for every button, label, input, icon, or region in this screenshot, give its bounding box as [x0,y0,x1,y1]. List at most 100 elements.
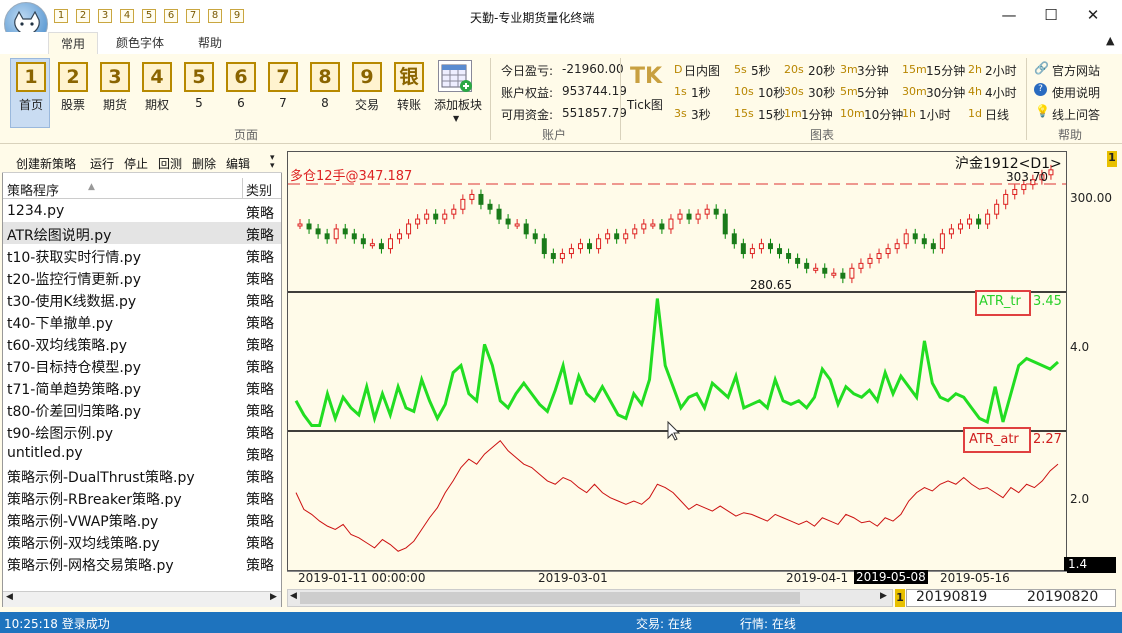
range-end[interactable]: 20190820 [1027,589,1099,605]
timeframe-3m-button[interactable]: 3分钟 [857,64,889,78]
timeframe-2h-button[interactable]: 2小时 [985,64,1017,78]
page-button-9-icon[interactable]: 9 [352,62,382,92]
chart-scroll-thumb[interactable] [300,592,800,604]
page-number-9[interactable]: 9 [230,9,244,23]
timeframe-30s-button[interactable]: 30秒 [808,86,836,100]
chart-area[interactable] [287,151,1067,571]
page-button-6-icon[interactable]: 6 [226,62,256,92]
run-button[interactable]: 运行 [90,157,115,171]
page-button-8-icon[interactable]: 8 [310,62,340,92]
timeframe-10s-code[interactable]: 10s [734,85,754,98]
page-button-7-label[interactable]: 7 [279,96,287,110]
add-board-icon[interactable] [438,60,472,92]
timeframe-30s-code[interactable]: 30s [784,85,804,98]
timeframe-D-button[interactable]: 日内图 [684,64,721,78]
add-board-dropdown-icon[interactable]: ▼ [453,114,460,123]
page-button-9-label[interactable]: 交易 [354,98,379,112]
timeframe-15m-code[interactable]: 15m [902,63,927,76]
strategy-row[interactable]: t10-获取实时行情.py 策略 [3,244,281,266]
timeframe-4h-code[interactable]: 4h [968,85,982,98]
strategy-row[interactable]: t80-价差回归策略.py 策略 [3,398,281,420]
page-number-8[interactable]: 8 [208,9,222,23]
timeframe-5s-button[interactable]: 5秒 [751,64,771,78]
timeframe-15s-code[interactable]: 15s [734,107,754,120]
timeframe-1h-code[interactable]: 1h [902,107,916,120]
scroll-right-icon[interactable]: ▶ [270,592,277,602]
page-number-4[interactable]: 4 [120,9,134,23]
range-start[interactable]: 20190819 [916,589,988,605]
strategy-row[interactable]: untitled.py 策略 [3,442,281,464]
range-box[interactable] [906,589,1116,607]
timeframe-1s-code[interactable]: 1s [674,85,687,98]
range-badge[interactable]: 1 [895,589,905,607]
page-number-1[interactable]: 1 [54,9,68,23]
timeframe-5s-code[interactable]: 5s [734,63,747,76]
page-button-6-label[interactable]: 6 [237,96,245,110]
strategy-row[interactable]: 策略示例-网格交易策略.py 策略 [3,552,281,574]
timeframe-10m-code[interactable]: 10m [840,107,865,120]
strategy-row[interactable]: 策略示例-DualThrust策略.py 策略 [3,464,281,486]
online-qa-link[interactable]: 线上问答 [1052,108,1101,122]
timeframe-3s-code[interactable]: 3s [674,107,687,120]
tick-chart-icon[interactable]: TK [630,64,663,89]
tick-chart-label[interactable]: Tick图 [627,98,663,112]
page-button-2-label[interactable]: 股票 [60,98,85,112]
chart-scroll-right-icon[interactable]: ▶ [880,591,887,601]
delete-button[interactable]: 删除 [192,157,217,171]
timeframe-30m-button[interactable]: 30分钟 [926,86,966,100]
page-button-3-icon[interactable]: 3 [100,62,130,92]
page-button-10-icon[interactable]: 银 [394,62,424,92]
page-button-7-icon[interactable]: 7 [268,62,298,92]
page-button-5-label[interactable]: 5 [195,96,203,110]
timeframe-5m-button[interactable]: 5分钟 [857,86,889,100]
page-button-4-label[interactable]: 期权 [144,98,169,112]
page-number-7[interactable]: 7 [186,9,200,23]
timeframe-3s-button[interactable]: 3秒 [691,108,711,122]
maximize-button[interactable]: ☐ [1044,6,1058,24]
strategy-row[interactable]: t40-下单撤单.py 策略 [3,310,281,332]
collapse-ribbon-icon[interactable]: ▲ [1106,34,1115,47]
timeframe-1d-code[interactable]: 1d [968,107,982,120]
strategy-row[interactable]: 1234.py 策略 [3,200,281,222]
create-strategy-button[interactable]: 创建新策略 [16,157,77,171]
page-button-3-label[interactable]: 期货 [102,98,127,112]
toolbar-overflow-icon[interactable]: ▾ ▾ [270,153,275,171]
page-number-2[interactable]: 2 [76,9,90,23]
timeframe-1d-button[interactable]: 日线 [985,108,1010,122]
timeframe-20s-button[interactable]: 20秒 [808,64,836,78]
strategy-row[interactable]: t90-绘图示例.py 策略 [3,420,281,442]
page-button-2-icon[interactable]: 2 [58,62,88,92]
timeframe-15m-button[interactable]: 15分钟 [926,64,966,78]
page-button-5-icon[interactable]: 5 [184,62,214,92]
timeframe-D-code[interactable]: D [674,63,683,76]
strategy-row[interactable]: 策略示例-RBreaker策略.py 策略 [3,486,281,508]
strategy-row[interactable]: ATR绘图说明.py 策略 [3,222,281,244]
tab-help[interactable]: 帮助 [198,36,223,50]
page-button-8-label[interactable]: 8 [321,96,329,110]
timeframe-1h-button[interactable]: 1小时 [919,108,951,122]
page-button-1-label[interactable]: 首页 [18,98,43,112]
timeframe-20s-code[interactable]: 20s [784,63,804,76]
page-number-6[interactable]: 6 [164,9,178,23]
strategy-row[interactable]: t60-双均线策略.py 策略 [3,332,281,354]
strategy-row[interactable]: 策略示例-VWAP策略.py 策略 [3,508,281,530]
strategy-row[interactable]: t20-监控行情更新.py 策略 [3,266,281,288]
corner-badge[interactable]: 1 [1107,151,1117,167]
timeframe-2h-code[interactable]: 2h [968,63,982,76]
tab-common[interactable]: 常用 [48,32,99,54]
backtest-button[interactable]: 回测 [158,157,183,171]
timeframe-5m-code[interactable]: 5m [840,85,858,98]
col-type-header[interactable]: 类别 [246,184,273,199]
strategy-row[interactable]: 策略示例-双均线策略.py 策略 [3,530,281,552]
manual-link[interactable]: 使用说明 [1052,86,1101,100]
timeframe-30m-code[interactable]: 30m [902,85,927,98]
timeframe-15s-button[interactable]: 15秒 [758,108,786,122]
page-number-3[interactable]: 3 [98,9,112,23]
page-button-1-icon[interactable]: 1 [16,62,46,92]
tab-color-font[interactable]: 颜色字体 [116,36,165,50]
close-button[interactable]: ✕ [1086,6,1100,24]
strategy-row[interactable]: t71-简单趋势策略.py 策略 [3,376,281,398]
timeframe-10m-button[interactable]: 10分钟 [864,108,904,122]
timeframe-4h-button[interactable]: 4小时 [985,86,1017,100]
strategy-row[interactable]: t70-目标持仓模型.py 策略 [3,354,281,376]
